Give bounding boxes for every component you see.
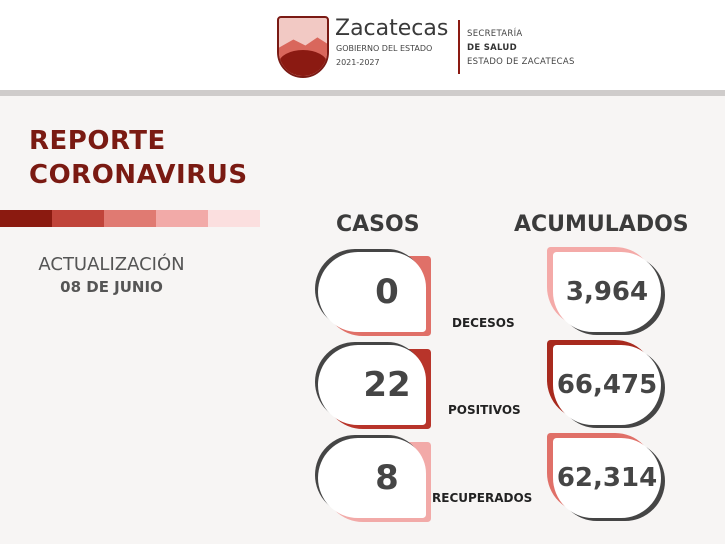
color-stripe <box>208 210 260 227</box>
secretaria-line: ESTADO DE ZACATECAS <box>467 57 575 67</box>
update-label: ACTUALIZACIÓN <box>38 254 185 275</box>
accumulated-card: 3,964 <box>547 247 665 335</box>
secretaria-line: SECRETARÍA <box>467 29 523 39</box>
accumulated-value: 62,314 <box>556 463 658 493</box>
report-title: CORONAVIRUS <box>29 160 248 190</box>
accumulated-card: 62,314 <box>547 433 665 521</box>
cases-card: 8 <box>315 435 431 522</box>
accumulated-header: ACUMULADOS <box>514 212 689 237</box>
header: Zacatecas GOBIERNO DEL ESTADO 2021-2027 … <box>0 0 725 90</box>
row-label: RECUPERADOS <box>432 491 533 505</box>
cases-card: 22 <box>315 342 431 429</box>
accumulated-card: 66,475 <box>547 340 665 428</box>
color-stripe <box>0 210 52 227</box>
divider <box>458 20 460 74</box>
secretaria-line: DE SALUD <box>467 43 517 53</box>
color-stripe <box>104 210 156 227</box>
logo-subtitle: GOBIERNO DEL ESTADO <box>336 44 433 53</box>
cases-value: 22 <box>363 365 411 405</box>
row-label: POSITIVOS <box>448 403 521 417</box>
cases-value: 0 <box>375 272 399 312</box>
row-label: DECESOS <box>452 316 515 330</box>
accumulated-value: 3,964 <box>565 277 649 307</box>
cases-header: CASOS <box>336 212 420 237</box>
accumulated-value: 66,475 <box>556 370 658 400</box>
logo-years: 2021-2027 <box>336 58 380 67</box>
zacatecas-shield-logo <box>277 16 329 78</box>
color-stripe <box>156 210 208 227</box>
logo-title: Zacatecas <box>335 16 449 41</box>
cases-card: 0 <box>315 249 431 336</box>
color-stripe <box>52 210 104 227</box>
header-bar <box>0 90 725 96</box>
report-title: REPORTE <box>29 126 166 156</box>
update-date: 08 DE JUNIO <box>60 278 163 296</box>
cases-value: 8 <box>375 458 399 498</box>
